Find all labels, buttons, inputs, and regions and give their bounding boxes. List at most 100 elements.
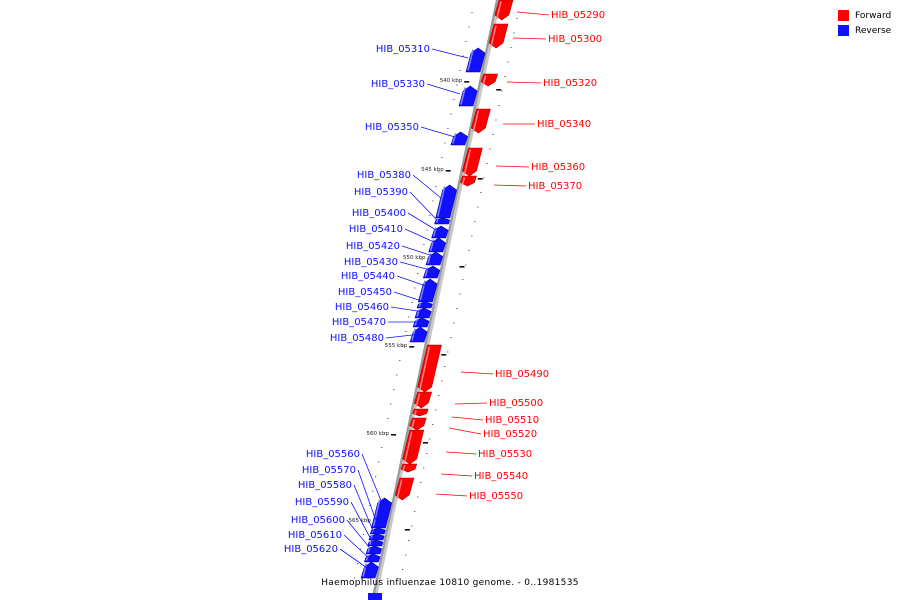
gene-arrow[interactable]: [417, 344, 442, 393]
gene-HIB_05430[interactable]: [422, 265, 441, 279]
gene-label[interactable]: HIB_05550: [469, 491, 523, 502]
gene-label[interactable]: HIB_05300: [548, 34, 602, 45]
gene-HIB_05540[interactable]: [400, 463, 418, 473]
gene-HIB_05560[interactable]: [371, 497, 393, 529]
gene-arrow[interactable]: [488, 23, 509, 49]
gene-highlight: [370, 535, 373, 539]
gene-label[interactable]: HIB_05510: [485, 415, 539, 426]
gene-HIB_05510[interactable]: [412, 408, 429, 417]
position-dot: [354, 577, 356, 579]
gene-HIB_05290[interactable]: [494, 0, 514, 21]
position-dot: [369, 505, 371, 506]
gene-label[interactable]: HIB_05400: [352, 208, 406, 219]
gene-label[interactable]: HIB_05290: [551, 10, 605, 21]
gene-HIB_05420[interactable]: [425, 251, 444, 266]
gene-label[interactable]: HIB_05570: [302, 465, 356, 476]
gene-leader-line: [350, 501, 375, 546]
gene-HIB_05310[interactable]: [465, 47, 486, 73]
gene-label[interactable]: HIB_05620: [284, 544, 338, 555]
gene-leader-line: [399, 261, 431, 271]
gene-label[interactable]: HIB_05590: [295, 497, 349, 508]
position-dot: [459, 70, 461, 71]
gene-label[interactable]: HIB_05440: [341, 271, 395, 282]
gene-arrow[interactable]: [394, 477, 415, 501]
gene-HIB_05330[interactable]: [458, 85, 478, 107]
gene-label[interactable]: HIB_05490: [495, 369, 549, 380]
gene-label[interactable]: HIB_05360: [531, 162, 585, 173]
gene-label[interactable]: HIB_05540: [474, 471, 528, 482]
gene-label[interactable]: HIB_05430: [344, 257, 398, 268]
position-dot: [405, 554, 407, 556]
gene-HIB_05300[interactable]: [488, 23, 509, 49]
gene-label[interactable]: HIB_05480: [330, 333, 384, 344]
gene-highlight: [432, 227, 437, 237]
gene-label[interactable]: HIB_05340: [537, 119, 591, 130]
genome-caption: Haemophilus influenzae 10810 genome. - 0…: [321, 578, 579, 588]
gene-highlight: [461, 177, 466, 185]
gene-leader-line: [385, 333, 422, 339]
gene-HIB_05460[interactable]: [414, 307, 432, 319]
gene-HIB_05580[interactable]: [368, 533, 385, 541]
gene-label[interactable]: HIB_05560: [306, 449, 360, 460]
gene-label[interactable]: HIB_05520: [483, 429, 537, 440]
position-dot: [366, 519, 368, 521]
gene-arrow[interactable]: [462, 147, 483, 177]
gene-label[interactable]: HIB_05380: [357, 170, 411, 181]
gene-label[interactable]: HIB_05610: [288, 530, 342, 541]
gene-label[interactable]: HIB_05500: [489, 398, 543, 409]
gene-label[interactable]: HIB_05420: [346, 241, 400, 252]
position-dot: [357, 563, 359, 564]
gene-label[interactable]: HIB_05330: [371, 79, 425, 90]
gene-label[interactable]: HIB_05580: [298, 480, 352, 491]
gene-HIB_05470[interactable]: [412, 317, 430, 328]
gene-HIB_05520[interactable]: [409, 417, 427, 431]
gene-label[interactable]: HIB_05370: [528, 181, 582, 192]
position-dot: [462, 279, 464, 280]
gene-HIB_05550[interactable]: [394, 477, 415, 501]
position-dot: [507, 61, 509, 63]
position-dot: [474, 221, 476, 222]
gene-label[interactable]: HIB_05350: [365, 122, 419, 133]
position-dot: [450, 337, 452, 338]
gene-HIB_05490[interactable]: [417, 344, 442, 393]
gene-label[interactable]: HIB_05390: [354, 187, 408, 198]
gene-HIB_05410[interactable]: [428, 237, 446, 253]
gene-highlight: [415, 393, 421, 407]
gene-label[interactable]: HIB_05310: [376, 44, 430, 55]
gene-HIB_05320[interactable]: [480, 73, 499, 87]
gene-HIB_05450[interactable]: [416, 301, 433, 309]
gene-label[interactable]: HIB_05320: [543, 78, 597, 89]
gene-label[interactable]: HIB_05470: [332, 317, 386, 328]
gene-HIB_05500[interactable]: [413, 391, 433, 409]
position-dot: [417, 496, 419, 498]
position-dot: [426, 229, 428, 231]
gene-HIB_05350[interactable]: [450, 131, 468, 146]
gene-HIB_05530[interactable]: [402, 429, 425, 465]
gene-HIB_05390[interactable]: [434, 217, 451, 225]
position-dot: [426, 453, 428, 454]
position-dot: [375, 476, 377, 477]
tick-mark: [459, 266, 465, 268]
position-dot: [405, 331, 407, 332]
gene-label[interactable]: HIB_05530: [478, 449, 532, 460]
gene-HIB_05340[interactable]: [471, 108, 491, 134]
gene-leader-line: [454, 402, 488, 405]
position-dot: [477, 206, 479, 208]
gene-HIB_05590[interactable]: [367, 539, 384, 547]
gene-HIB_05370[interactable]: [460, 175, 477, 187]
gene-HIB_05400[interactable]: [431, 225, 449, 239]
gene-highlight: [467, 49, 474, 71]
gene-label[interactable]: HIB_05410: [349, 224, 403, 235]
gene-arrow[interactable]: [471, 108, 491, 134]
gene-label[interactable]: HIB_05450: [338, 287, 392, 298]
gene-label[interactable]: HIB_05600: [291, 515, 345, 526]
gene-arrow[interactable]: [402, 429, 425, 465]
gene-HIB_05600[interactable]: [365, 545, 383, 555]
gene-HIB_05360[interactable]: [462, 147, 483, 177]
gene-label[interactable]: HIB_05460: [335, 302, 389, 313]
gene-HIB_05380[interactable]: [435, 184, 457, 219]
gene-HIB_05610[interactable]: [363, 553, 381, 563]
position-dot: [432, 424, 434, 425]
gene-leader-line: [407, 212, 437, 231]
